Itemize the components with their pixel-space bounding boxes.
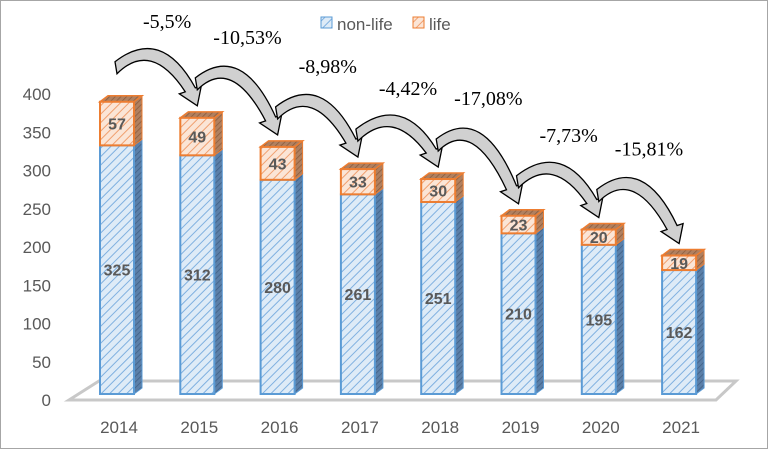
- legend-swatch-non-life: [320, 16, 333, 29]
- bar-stack-2017: 261 33: [338, 162, 386, 395]
- bar-life: [500, 214, 537, 235]
- bar-life: [339, 168, 376, 196]
- data-label-non-life: 312: [184, 268, 211, 285]
- data-label-non-life: 261: [345, 287, 372, 304]
- bar-side-non-life: [294, 172, 304, 395]
- bar-non-life: [179, 154, 216, 395]
- bar-non-life: [580, 243, 617, 395]
- percent-change-label: -8,98%: [299, 56, 357, 78]
- percent-change-label: -5,5%: [143, 11, 191, 33]
- legend-label-life: life: [429, 15, 451, 34]
- data-label-life: 19: [670, 256, 688, 273]
- bar-stack-2019: 210 23: [499, 208, 546, 395]
- bar-stack-2018: 251 30: [418, 172, 466, 395]
- bar-non-life: [661, 269, 698, 396]
- bar-side-non-life: [615, 237, 625, 395]
- bar-side-non-life: [695, 263, 705, 395]
- bar-non-life: [99, 144, 135, 395]
- x-tick-label: 2015: [180, 418, 218, 437]
- legend: non-life life: [320, 15, 451, 34]
- chart-floor: [63, 379, 740, 402]
- x-tick-label: 2020: [582, 418, 620, 437]
- data-label-non-life: 210: [505, 307, 532, 324]
- x-tick-label: 2017: [341, 418, 379, 437]
- bar-life: [99, 100, 135, 147]
- x-tick-label: 2014: [100, 418, 138, 437]
- bar-side-non-life: [133, 138, 143, 395]
- y-tick-label: 150: [23, 276, 51, 295]
- bar-non-life: [420, 200, 457, 395]
- bar-side-non-life: [454, 194, 464, 395]
- data-label-non-life: 280: [264, 280, 291, 297]
- y-tick-label: 100: [23, 315, 51, 334]
- x-tick-label: 2018: [421, 418, 459, 437]
- y-tick-label: 50: [32, 353, 51, 372]
- bar-non-life: [500, 232, 537, 395]
- legend-label-non-life: non-life: [337, 15, 393, 34]
- data-label-life: 43: [269, 156, 287, 173]
- data-label-life: 57: [108, 117, 126, 134]
- percent-change-label: -7,73%: [539, 125, 597, 147]
- x-tick-label: 2021: [662, 418, 700, 437]
- bar-stack-2014: 325 57: [97, 94, 145, 395]
- y-tick-label: 300: [23, 162, 51, 181]
- y-tick-label: 350: [23, 123, 51, 142]
- bar-life: [580, 228, 617, 246]
- curved-arrow-icon: [274, 93, 363, 159]
- bar-side-non-life: [213, 148, 223, 395]
- y-tick-label: 250: [23, 200, 51, 219]
- bar-non-life: [339, 193, 376, 395]
- bar-life: [259, 145, 296, 181]
- curved-arrow-icon: [355, 114, 444, 169]
- curved-arrow-icon: [596, 176, 684, 245]
- bar-stack-2016: 280 43: [258, 139, 305, 395]
- percent-change-label: -15,81%: [615, 139, 683, 161]
- y-tick-label: 200: [23, 238, 51, 257]
- bar-stack-2020: 195 20: [579, 222, 627, 395]
- bar-life: [420, 178, 457, 203]
- bar-life: [179, 116, 216, 157]
- data-label-non-life: 162: [666, 325, 693, 342]
- y-tick-label: 0: [42, 391, 51, 410]
- data-label-non-life: 251: [425, 291, 452, 308]
- legend-swatch-life: [412, 16, 425, 29]
- data-label-non-life: 195: [585, 312, 612, 329]
- percent-change-label: -4,42%: [379, 78, 437, 100]
- bar-side-life: [213, 110, 223, 157]
- data-label-life: 33: [349, 175, 367, 192]
- percent-change-label: -17,08%: [454, 88, 522, 110]
- data-label-life: 49: [188, 130, 206, 147]
- bar-life: [661, 254, 698, 272]
- bar-side-life: [133, 94, 143, 147]
- data-label-life: 20: [590, 230, 608, 247]
- y-tick-label: 400: [23, 85, 51, 104]
- bar-non-life: [259, 178, 296, 395]
- data-label-life: 23: [510, 218, 528, 235]
- percent-change-label: -10,53%: [213, 27, 281, 49]
- x-tick-label: 2016: [261, 418, 299, 437]
- bar-stack-2015: 312 49: [178, 110, 225, 395]
- bar-side-non-life: [535, 226, 544, 395]
- x-tick-label: 2019: [502, 418, 540, 437]
- bar-side-non-life: [374, 187, 384, 395]
- data-label-life: 30: [429, 184, 447, 201]
- bar-stack-2021: 162 19: [659, 248, 707, 396]
- data-label-non-life: 325: [104, 263, 131, 280]
